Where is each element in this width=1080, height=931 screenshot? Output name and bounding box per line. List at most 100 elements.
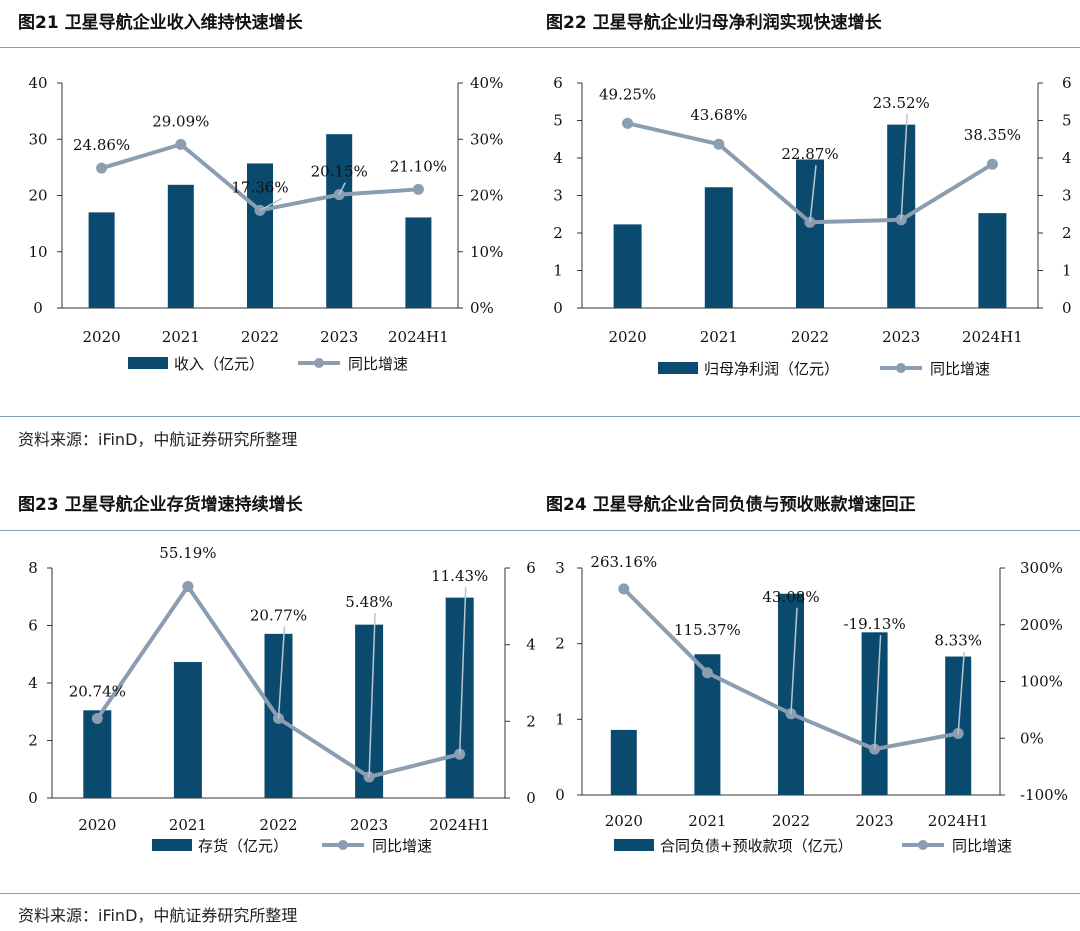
label-leader xyxy=(277,626,286,719)
label-leader xyxy=(368,612,376,778)
legend-bar-label: 合同负债+预收款项（亿元） xyxy=(660,837,853,855)
x-tick-label: 2020 xyxy=(605,812,643,830)
x-tick-label: 2023 xyxy=(882,328,920,346)
data-label: 8.33% xyxy=(934,632,982,650)
bar xyxy=(405,217,432,308)
growth-point xyxy=(701,667,713,679)
y-tick-label-left: 3 xyxy=(553,187,563,205)
x-tick-label: 2020 xyxy=(83,328,121,346)
y-tick-label-right: 4 xyxy=(1062,149,1072,167)
data-label: 20.15% xyxy=(311,163,368,181)
figure-24-title: 图24 卫星导航企业合同负债与预收账款增速回正 xyxy=(546,495,916,515)
x-tick-label: 2020 xyxy=(78,816,116,834)
growth-point xyxy=(618,583,630,595)
label-leader xyxy=(873,635,882,750)
legend-line-marker xyxy=(314,358,324,368)
x-tick-label: 2021 xyxy=(700,328,738,346)
y-tick-label-left: 2 xyxy=(555,635,565,653)
label-leader xyxy=(790,607,798,714)
legend-bar-label: 归母净利润（亿元） xyxy=(704,360,839,378)
bar xyxy=(610,729,637,795)
legend-line-marker xyxy=(918,840,928,850)
y-tick-label-left: 4 xyxy=(553,149,563,167)
data-label: 24.86% xyxy=(73,136,130,154)
y-tick-label-right: 300% xyxy=(1020,559,1063,577)
legend-line-marker xyxy=(896,363,906,373)
y-tick-label-right: 200% xyxy=(1020,616,1063,634)
legend-bar-swatch xyxy=(658,362,698,374)
y-tick-label-left: 0 xyxy=(555,786,565,804)
y-tick-label-right: 0 xyxy=(1062,299,1072,317)
x-tick-label: 2024H1 xyxy=(429,816,490,834)
source-note-bottom: 资料来源：iFinD，中航证券研究所整理 xyxy=(18,906,298,925)
bar xyxy=(88,212,115,308)
x-tick-label: 2021 xyxy=(688,812,726,830)
y-tick-label-left: 6 xyxy=(553,74,563,92)
legend-bar-label: 收入（亿元） xyxy=(174,355,264,373)
label-leader xyxy=(957,651,965,734)
bar xyxy=(978,213,1007,308)
y-tick-label-right: 6 xyxy=(1062,74,1072,92)
legend-bar-swatch xyxy=(614,839,654,851)
bar xyxy=(445,597,474,798)
y-tick-label-left: 0 xyxy=(553,299,563,317)
y-tick-label-right: -100% xyxy=(1020,786,1068,804)
data-label: 263.16% xyxy=(590,553,657,571)
legend-bar-swatch xyxy=(128,357,168,369)
bar xyxy=(173,662,202,798)
legend-line-label: 同比增速 xyxy=(952,837,1012,855)
bar xyxy=(83,710,112,798)
y-tick-label-right: 30% xyxy=(470,130,503,148)
y-tick-label-left: 4 xyxy=(28,674,38,692)
growth-point xyxy=(622,117,634,129)
y-tick-label-right: 6 xyxy=(526,559,536,577)
lower-rule xyxy=(0,530,1080,531)
growth-point xyxy=(96,162,108,174)
y-tick-label-right: 1 xyxy=(1062,262,1072,280)
x-tick-label: 2023 xyxy=(350,816,388,834)
x-tick-label: 2022 xyxy=(241,328,279,346)
bar xyxy=(247,163,273,308)
bottom-rule xyxy=(0,893,1080,894)
x-tick-label: 2024H1 xyxy=(928,812,989,830)
x-tick-label: 2022 xyxy=(791,328,829,346)
data-label: 38.35% xyxy=(964,126,1021,144)
growth-point xyxy=(785,708,797,720)
y-tick-label-left: 2 xyxy=(28,732,38,750)
data-label: 22.87% xyxy=(781,145,838,163)
y-tick-label-left: 40 xyxy=(28,74,47,92)
data-label: 20.74% xyxy=(69,682,126,700)
growth-point xyxy=(91,712,103,724)
y-tick-label-right: 10% xyxy=(470,243,503,261)
bar xyxy=(167,184,194,308)
growth-point xyxy=(986,158,998,170)
bar xyxy=(796,159,824,308)
growth-point xyxy=(713,138,725,150)
x-tick-label: 2020 xyxy=(609,328,647,346)
y-tick-label-left: 1 xyxy=(553,262,563,280)
top-rule xyxy=(0,47,1080,48)
y-tick-label-right: 20% xyxy=(470,187,503,205)
legend-line-label: 同比增速 xyxy=(348,355,408,373)
y-tick-label-left: 5 xyxy=(553,112,563,130)
figure-23-title: 图23 卫星导航企业存货增速持续增长 xyxy=(18,495,303,515)
label-leader xyxy=(338,182,346,195)
y-tick-label-left: 8 xyxy=(28,559,38,577)
x-tick-label: 2022 xyxy=(259,816,297,834)
y-tick-label-right: 2 xyxy=(526,712,536,730)
y-tick-label-left: 3 xyxy=(555,559,565,577)
data-label: 55.19% xyxy=(159,544,216,562)
label-leader xyxy=(259,197,283,212)
bar xyxy=(704,187,733,308)
y-tick-label-right: 0% xyxy=(470,299,494,317)
growth-point xyxy=(182,580,194,592)
source-note-top: 资料来源：iFinD，中航证券研究所整理 xyxy=(18,430,298,449)
data-label: 43.08% xyxy=(762,588,819,606)
bar xyxy=(861,632,888,795)
growth-point xyxy=(363,771,375,783)
y-tick-label-left: 30 xyxy=(28,130,47,148)
y-tick-label-left: 10 xyxy=(28,243,47,261)
figure-21-title: 图21 卫星导航企业收入维持快速增长 xyxy=(18,13,303,33)
y-tick-label-left: 2 xyxy=(553,224,563,242)
legend-line-label: 同比增速 xyxy=(372,837,432,855)
